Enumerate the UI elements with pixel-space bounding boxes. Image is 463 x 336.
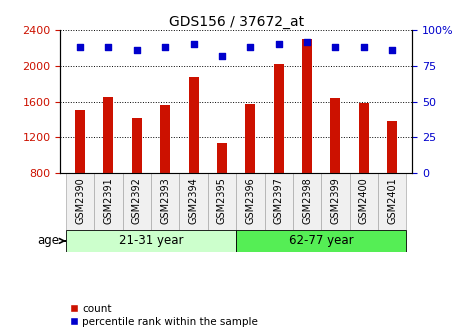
Text: GSM2390: GSM2390: [75, 177, 85, 224]
Bar: [302, 39, 312, 173]
Point: [388, 47, 396, 53]
Text: GSM2391: GSM2391: [103, 177, 113, 224]
Bar: [188, 78, 199, 173]
Bar: [293, 173, 321, 230]
Point: [275, 42, 282, 47]
Bar: [245, 104, 255, 173]
Bar: [236, 173, 264, 230]
Bar: [179, 173, 208, 230]
Bar: [66, 230, 236, 252]
Bar: [321, 173, 350, 230]
Text: GSM2400: GSM2400: [359, 177, 369, 224]
Text: GSM2398: GSM2398: [302, 177, 312, 224]
Point: [303, 39, 311, 44]
Text: GSM2399: GSM2399: [331, 177, 340, 224]
Bar: [132, 118, 142, 173]
Bar: [359, 103, 369, 173]
Bar: [387, 121, 397, 173]
Text: 62-77 year: 62-77 year: [289, 235, 354, 247]
Text: GSM2392: GSM2392: [132, 177, 142, 224]
Bar: [103, 97, 113, 173]
Text: GSM2395: GSM2395: [217, 177, 227, 224]
Text: GSM2401: GSM2401: [387, 177, 397, 224]
Bar: [331, 98, 340, 173]
Bar: [350, 173, 378, 230]
Point: [247, 45, 254, 50]
Text: GSM2394: GSM2394: [188, 177, 199, 224]
Title: GDS156 / 37672_at: GDS156 / 37672_at: [169, 15, 304, 29]
Bar: [94, 173, 123, 230]
Bar: [217, 143, 227, 173]
Bar: [123, 173, 151, 230]
Point: [190, 42, 197, 47]
Bar: [264, 173, 293, 230]
Bar: [208, 173, 236, 230]
Point: [105, 45, 112, 50]
Point: [360, 45, 368, 50]
Point: [332, 45, 339, 50]
Point: [133, 47, 140, 53]
Bar: [66, 173, 94, 230]
Bar: [274, 64, 284, 173]
Bar: [151, 173, 179, 230]
Point: [162, 45, 169, 50]
Bar: [160, 105, 170, 173]
Bar: [75, 111, 85, 173]
Point: [218, 53, 225, 58]
Text: GSM2397: GSM2397: [274, 177, 284, 224]
Text: GSM2393: GSM2393: [160, 177, 170, 224]
Legend: count, percentile rank within the sample: count, percentile rank within the sample: [65, 299, 262, 331]
Bar: [378, 173, 407, 230]
Point: [76, 45, 84, 50]
Bar: [236, 230, 407, 252]
Text: GSM2396: GSM2396: [245, 177, 255, 224]
Text: age: age: [38, 235, 65, 247]
Text: 21-31 year: 21-31 year: [119, 235, 183, 247]
